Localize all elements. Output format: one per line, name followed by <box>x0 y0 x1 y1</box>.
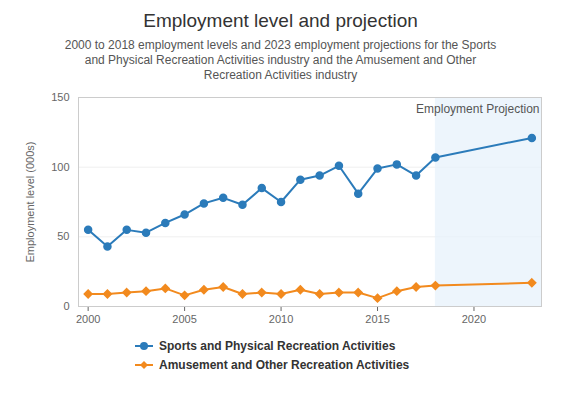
html-text:2000 to 2018 employment levels: 2000 to 2018 employment levels and 2023 … <box>64 38 497 82</box>
html-text:Amusement and Other Recreation: Amusement and Other Recreation Activitie… <box>159 357 410 372</box>
svg-text:Employment Projection: Employment Projection <box>416 102 539 116</box>
svg-text:2000: 2000 <box>76 313 100 325</box>
svg-text:150: 150 <box>51 91 69 103</box>
svg-text:50: 50 <box>57 230 69 242</box>
html-text:Employment level and projectio: Employment level and projection <box>143 10 418 31</box>
svg-text:2005: 2005 <box>172 313 196 325</box>
svg-text:2010: 2010 <box>269 313 293 325</box>
svg-text:2015: 2015 <box>365 313 389 325</box>
svg-text:100: 100 <box>51 161 69 173</box>
html-text:Sports and Physical Recreation: Sports and Physical Recreation Activitie… <box>159 338 396 353</box>
svg-text:0: 0 <box>63 300 69 312</box>
svg-text:Employment level (000s): Employment level (000s) <box>24 141 36 262</box>
svg-text:2020: 2020 <box>462 313 486 325</box>
